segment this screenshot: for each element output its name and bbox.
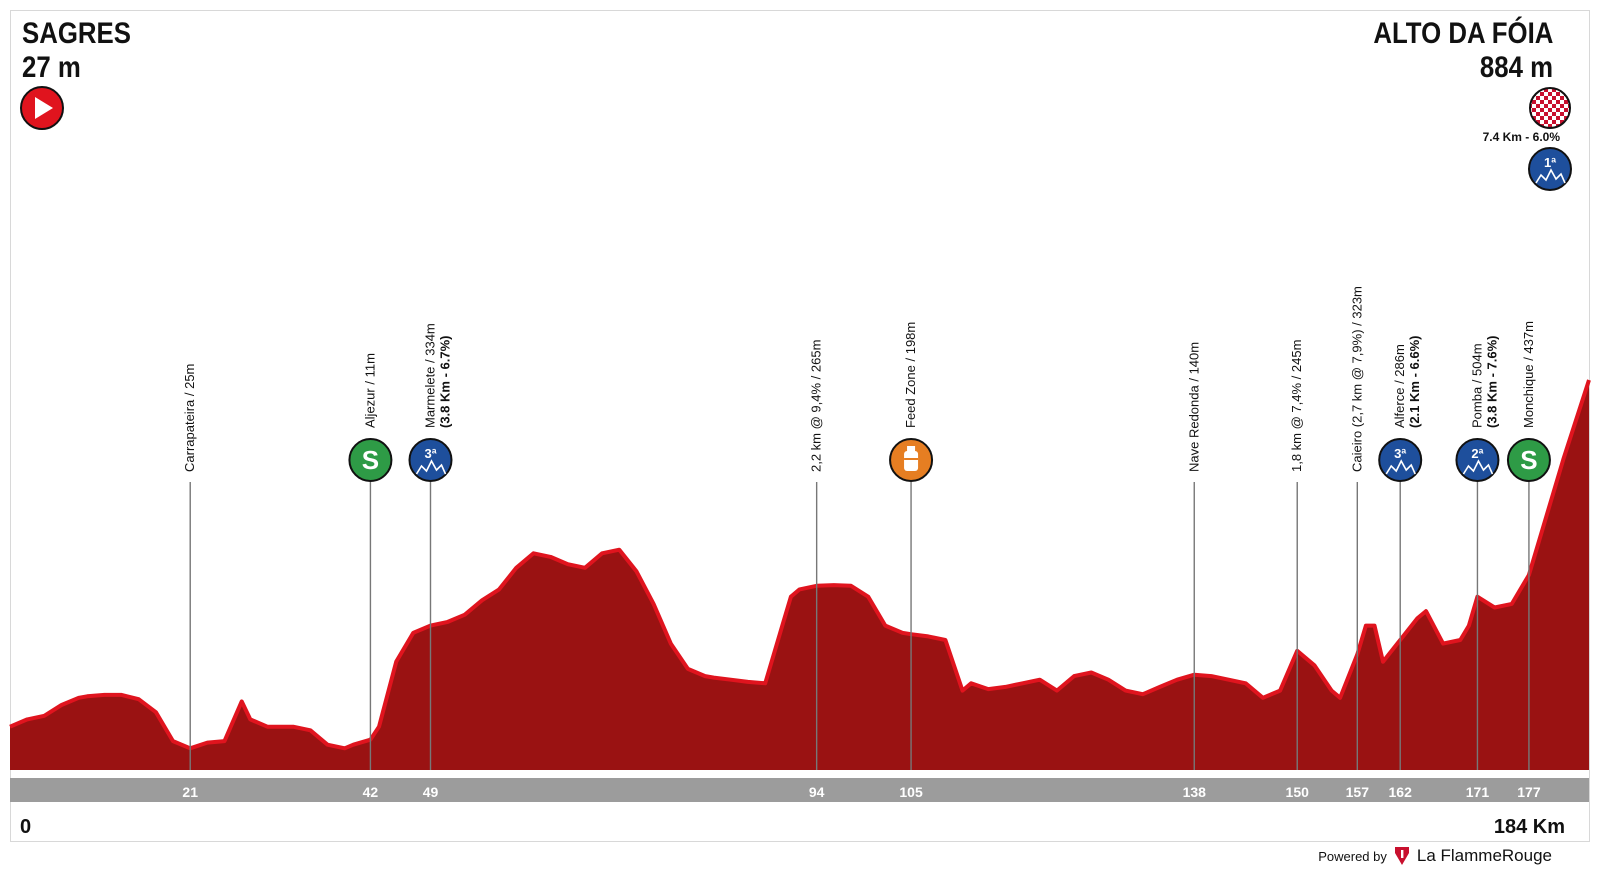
waypoint-marker-10: S Monchique / 437m	[1506, 321, 1551, 770]
finish-kom-category: 1ª	[1544, 155, 1556, 170]
waypoint-climb-stat: (2.1 Km - 6.6%)	[1407, 336, 1422, 428]
waypoint-marker-1: S Aljezur / 11m	[348, 353, 393, 770]
finish-climb-stat: 7.4 Km - 6.0%	[1482, 130, 1560, 144]
waypoint-label: Caieiro (2,7 km @ 7,9%) / 323m	[1349, 286, 1364, 472]
flamme-rouge-logo-icon	[1394, 847, 1409, 865]
waypoint-marker-5: Nave Redonda / 140m	[1186, 342, 1201, 770]
sprint-icon: S	[1506, 438, 1551, 482]
elevation-profile-area	[10, 380, 1589, 770]
elevation-profile-edge	[9, 379, 1591, 751]
axis-km-label: 21	[182, 784, 198, 800]
waypoint-label: Carrapateira / 25m	[182, 364, 197, 472]
waypoint-marker-7: Caieiro (2,7 km @ 7,9%) / 323m	[1349, 286, 1364, 770]
waypoint-label: Feed Zone / 198m	[903, 322, 918, 428]
kom-icon: 2ª	[1455, 438, 1500, 482]
finish-elevation: 884 m	[1479, 51, 1553, 84]
start-play-icon	[20, 86, 64, 130]
start-location-name: SAGRES	[22, 17, 131, 50]
kom-icon: 3ª	[408, 438, 453, 482]
axis-km-label: 94	[808, 784, 825, 800]
finish-kom-icon: 1ª	[1528, 147, 1572, 191]
distance-axis-bar	[10, 778, 1589, 802]
distance-start-label: 0	[20, 816, 32, 838]
waypoint-label: 1,8 km @ 7,4% / 245m	[1289, 340, 1304, 472]
axis-km-label: 162	[1388, 784, 1412, 800]
waypoint-label: 2,2 km @ 9,4% / 265m	[809, 340, 824, 472]
powered-by-brand: La FlammeRouge	[1416, 846, 1552, 865]
kom-icon: 3ª	[1378, 438, 1423, 482]
axis-km-label: 138	[1182, 784, 1206, 800]
axis-km-label: 150	[1285, 784, 1309, 800]
waypoint-label: Alferce / 286m	[1392, 344, 1407, 428]
sprint-icon: S	[348, 438, 393, 482]
finish-location-name: ALTO DA FÓIA	[1372, 17, 1553, 50]
svg-text:S: S	[1520, 445, 1537, 475]
axis-km-label: 42	[362, 784, 379, 800]
kom-category-label: 3ª	[424, 446, 436, 461]
waypoint-marker-6: 1,8 km @ 7,4% / 245m	[1289, 340, 1304, 770]
start-elevation: 27 m	[22, 51, 81, 84]
distance-end-label: 184 Km	[1493, 816, 1565, 838]
profile-area-group	[9, 379, 1591, 770]
waypoint-label: Nave Redonda / 140m	[1186, 342, 1201, 472]
waypoint-climb-stat: (3.8 Km - 6.7%)	[437, 336, 452, 428]
axis-km-label: 157	[1345, 784, 1369, 800]
waypoint-marker-8: 3ª Alferce / 286m (2.1 Km - 6.6%)	[1378, 336, 1423, 770]
waypoint-label: Marmelete / 334m	[422, 323, 437, 428]
kom-category-label: 2ª	[1471, 446, 1483, 461]
finish-flag-icon	[1529, 87, 1571, 129]
waypoint-marker-3: 2,2 km @ 9,4% / 265m	[809, 340, 824, 770]
waypoint-group: Carrapateira / 25m S Aljezur / 11m 3ª Marmel…	[182, 286, 1551, 770]
waypoint-label: Pomba / 504m	[1469, 343, 1484, 428]
waypoint-label: Aljezur / 11m	[362, 353, 377, 428]
axis-km-label: 49	[422, 784, 439, 800]
axis-km-label: 105	[899, 784, 923, 800]
axis-km-label: 171	[1465, 784, 1490, 800]
axis-km-label: 177	[1517, 784, 1541, 800]
waypoint-marker-2: 3ª Marmelete / 334m (3.8 Km - 6.7%)	[408, 323, 453, 770]
waypoint-marker-0: Carrapateira / 25m	[182, 364, 197, 770]
waypoint-climb-stat: (3.8 Km - 7.6%)	[1484, 336, 1499, 428]
chart-frame	[10, 10, 1590, 842]
feed-icon	[889, 438, 934, 482]
powered-by[interactable]: Powered by La FlammeRouge	[1318, 846, 1552, 866]
powered-by-text: Powered by	[1318, 848, 1387, 864]
svg-text:S: S	[362, 445, 379, 475]
kom-category-label: 3ª	[1394, 446, 1406, 461]
waypoint-marker-4: Feed Zone / 198m	[889, 322, 934, 770]
waypoint-marker-9: 2ª Pomba / 504m (3.8 Km - 7.6%)	[1455, 336, 1500, 770]
waypoint-label: Monchique / 437m	[1521, 321, 1536, 428]
